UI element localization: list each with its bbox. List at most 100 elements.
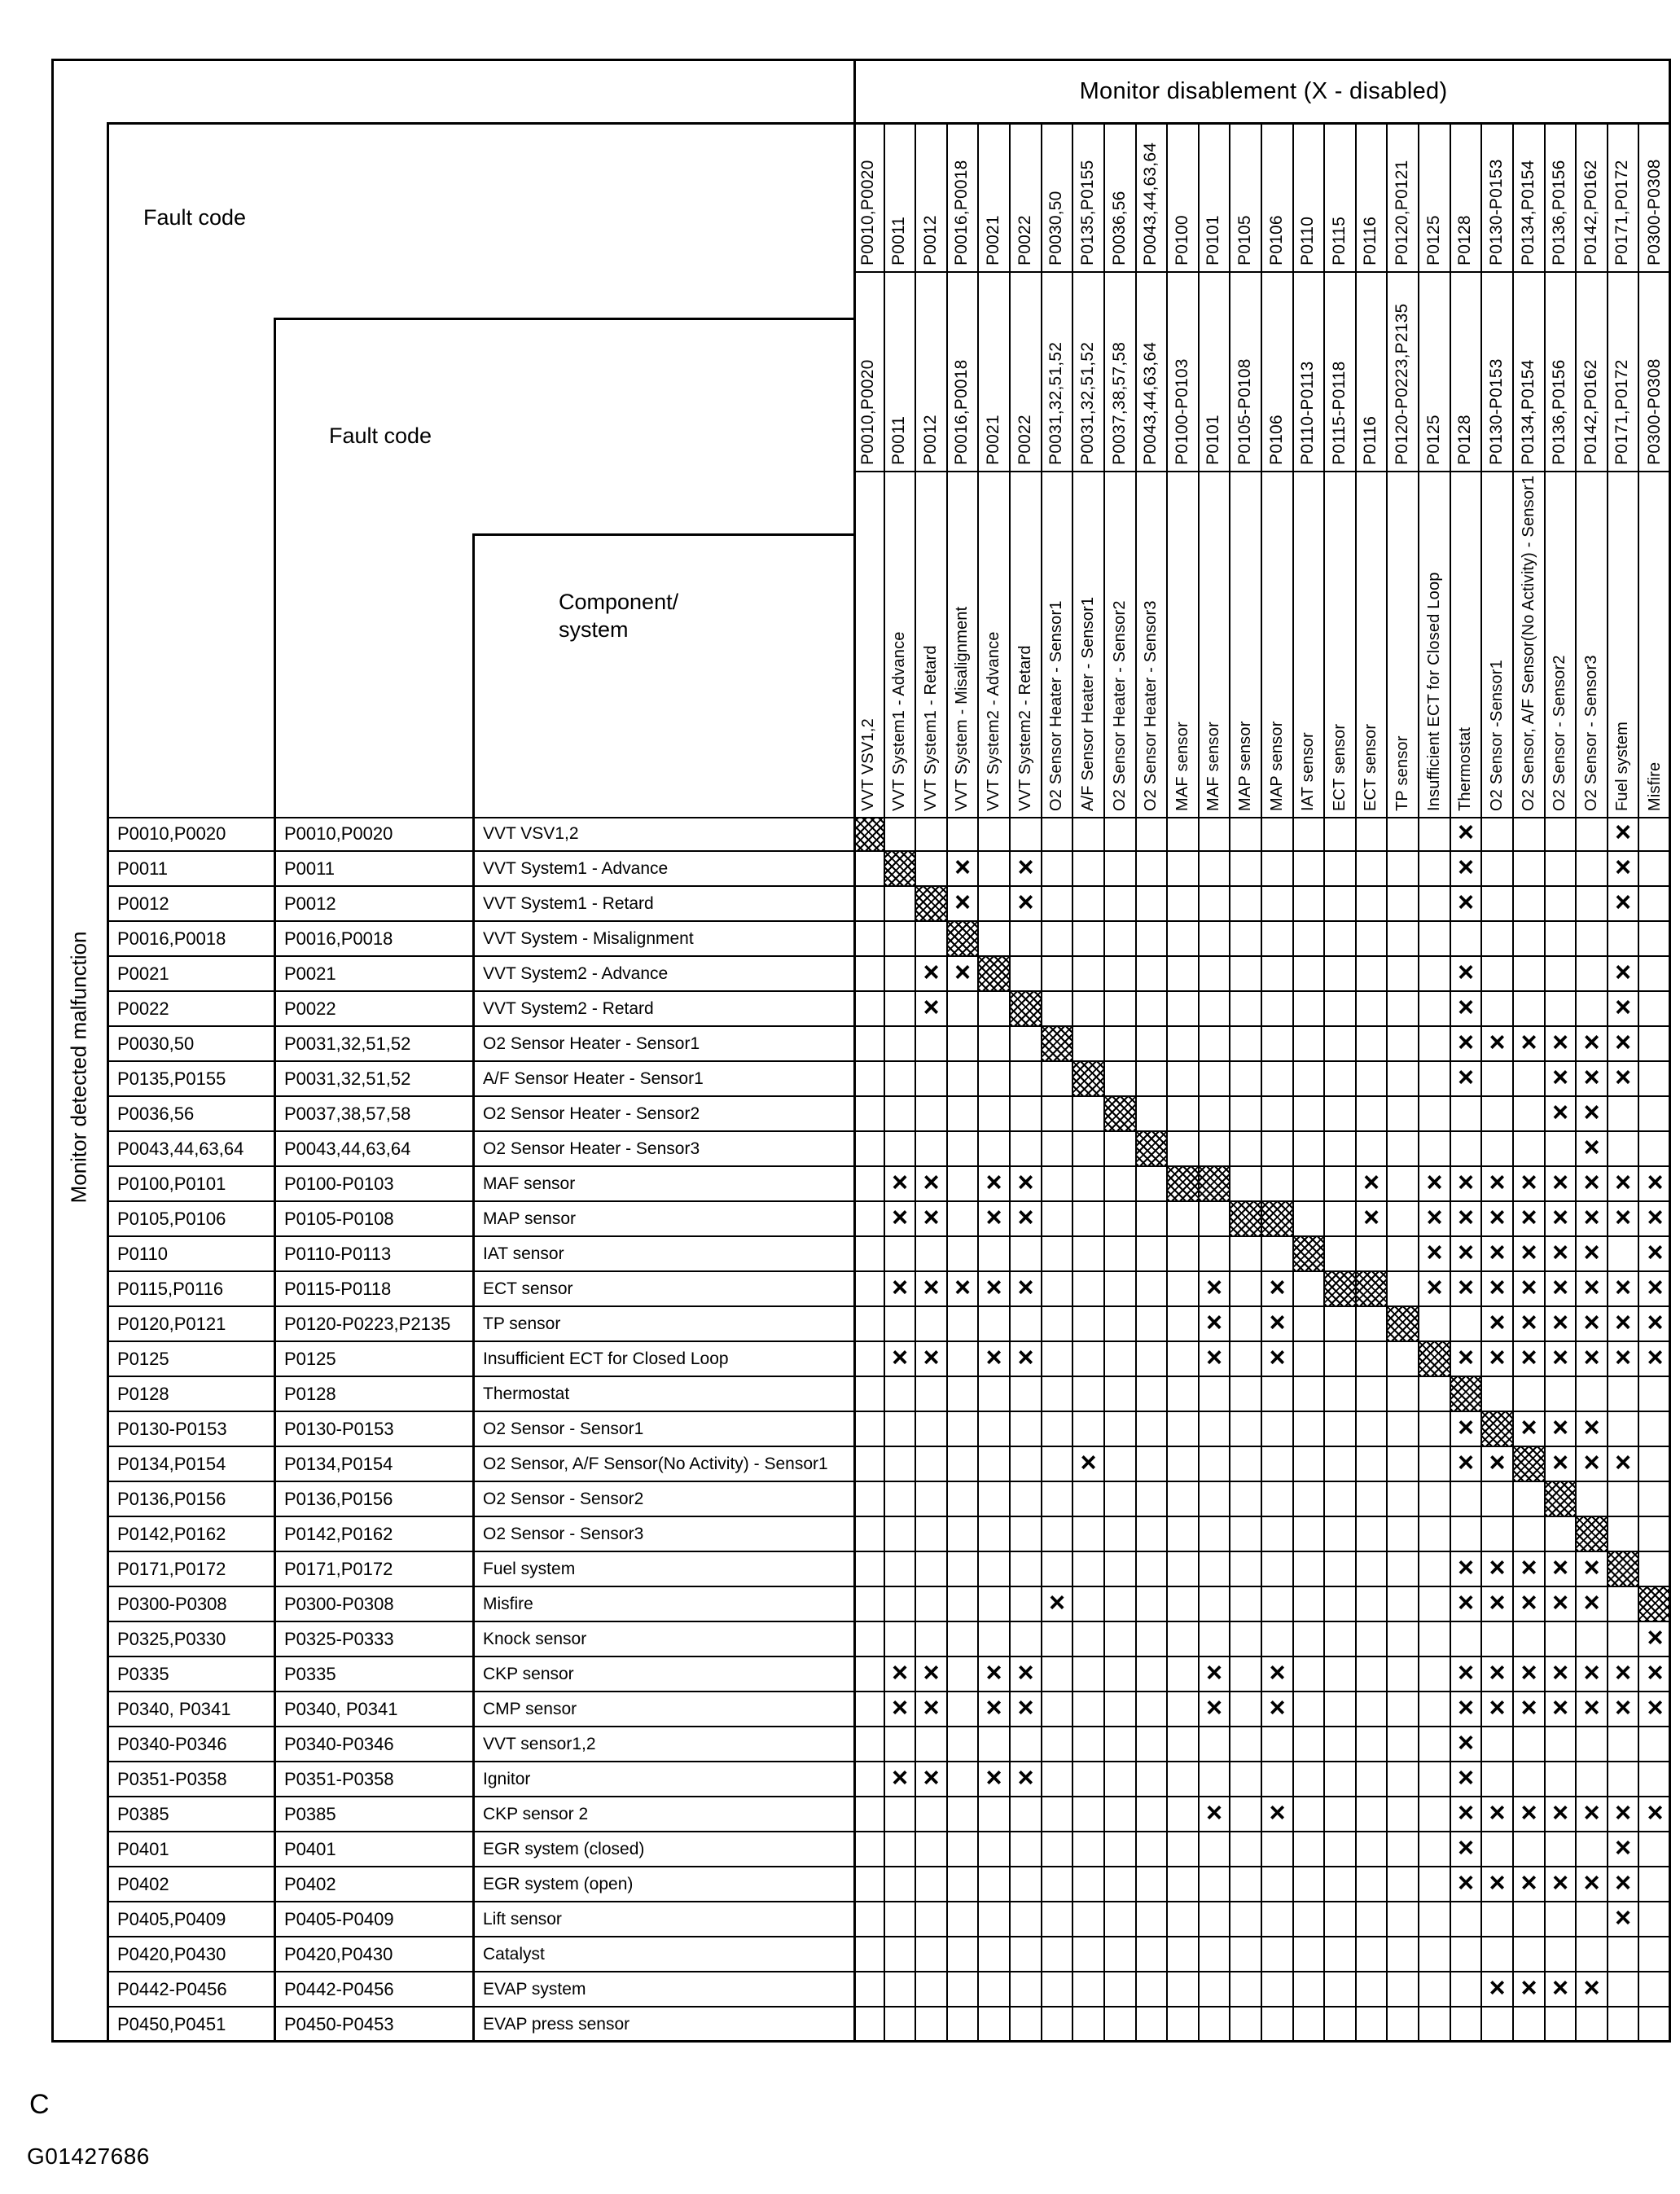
x-mark: × (1206, 1657, 1222, 1688)
table-row: P0115,P0116 P0115-P0118 ECT sensor × × × × × × × ×… (107, 1272, 1671, 1307)
header-cell: A/F Sensor Heater - Sensor1 (1073, 471, 1105, 817)
matrix-cell (1639, 1517, 1671, 1551)
component-cell: O2 Sensor - Sensor3 (483, 1524, 644, 1543)
x-mark: × (1363, 1202, 1380, 1233)
matrix-cell (916, 852, 948, 885)
matrix-cell (1230, 957, 1262, 990)
matrix-cell (916, 1902, 948, 1936)
matrix-cell (1388, 1097, 1419, 1130)
disabled-mark-cell: × (1482, 1657, 1514, 1691)
matrix-cell (948, 817, 979, 850)
component-cell: MAP sensor (483, 1209, 576, 1228)
x-mark: × (954, 887, 971, 918)
matrix-cell (1105, 1622, 1137, 1656)
disabled-mark-cell: × (1262, 1272, 1294, 1305)
table-row: P0401 P0401 EGR system (closed) × × (107, 1832, 1671, 1867)
header-cell: P0115 (1325, 122, 1357, 271)
matrix-cell (1230, 1097, 1262, 1130)
fault-code-cell: P0130-P0153 (117, 1418, 227, 1439)
table-row: P0016,P0018 P0016,P0018 VVT System - Misal… (107, 922, 1671, 957)
matrix-cell (1388, 1587, 1419, 1621)
matrix-cell (1388, 1447, 1419, 1481)
disabled-mark-cell: × (1608, 1447, 1639, 1481)
matrix-cell (1419, 1902, 1451, 1936)
matrix-cell (1388, 1902, 1419, 1936)
component-cell: EGR system (open) (483, 1874, 634, 1893)
matrix-cell (853, 922, 885, 955)
fault-code-cell: P0120,P0121 (117, 1313, 226, 1334)
matrix-cell (1230, 1027, 1262, 1060)
component-cell: Thermostat (483, 1384, 570, 1403)
fault-code-cell: P0125 (117, 1348, 169, 1369)
table-row: P0110 P0110-P0113 IAT sensor × × × × × × × (107, 1237, 1671, 1272)
matrix-cell (885, 1867, 916, 1901)
x-mark: × (1615, 1202, 1631, 1233)
matrix-cell (1325, 1237, 1357, 1270)
disabled-mark-cell: × (916, 1657, 948, 1691)
self-diagonal-cell (1639, 1587, 1671, 1621)
disabled-mark-cell: × (1419, 1272, 1451, 1305)
matrix-cell (1388, 1727, 1419, 1761)
matrix-cell (948, 1972, 979, 2006)
matrix-cell (1577, 1762, 1608, 1796)
matrix-cell (1073, 1762, 1105, 1796)
matrix-cell (1137, 1377, 1168, 1411)
matrix-cell (1011, 1727, 1042, 1761)
matrix-cell (1073, 1832, 1105, 1866)
matrix-cell (1168, 1307, 1200, 1341)
matrix-cell (1482, 1622, 1514, 1656)
component-cell: EVAP press sensor (483, 2014, 630, 2034)
matrix-cell (1514, 922, 1546, 955)
matrix-cell (948, 1867, 979, 1901)
matrix-cell (1325, 1342, 1357, 1376)
col-code: P0016,P0018 (952, 160, 971, 265)
x-mark: × (1206, 1342, 1222, 1373)
matrix-cell (1200, 1972, 1230, 2006)
matrix-cell (1137, 852, 1168, 885)
matrix-cell (1325, 1622, 1357, 1656)
component-cell: IAT sensor (483, 1244, 564, 1263)
x-mark: × (1458, 1272, 1474, 1303)
matrix-cell (1639, 1552, 1671, 1586)
matrix-cell (1230, 1342, 1262, 1376)
x-mark: × (1552, 1272, 1568, 1303)
disabled-mark-cell: × (1482, 1237, 1514, 1270)
matrix-cell (1608, 1482, 1639, 1516)
disabled-mark-cell: × (979, 1657, 1011, 1691)
matrix-cell (1230, 1902, 1262, 1936)
matrix-cell (1546, 1937, 1577, 1971)
matrix-cell (1608, 1412, 1639, 1446)
matrix-cell (1294, 852, 1325, 885)
header-cell: MAP sensor (1230, 471, 1262, 817)
self-diagonal-cell (916, 887, 948, 920)
matrix-cell (1105, 1377, 1137, 1411)
component-cell: Knock sensor (483, 1629, 587, 1648)
header-cell: P0300-P0308 (1639, 271, 1671, 471)
matrix-cell (1042, 957, 1073, 990)
x-mark: × (1615, 1342, 1631, 1373)
disabled-mark-cell: × (885, 1762, 916, 1796)
header-cell: O2 Sensor - Sensor3 (1577, 471, 1608, 817)
col-code: P0043,44,63,64 (1141, 142, 1160, 265)
x-mark: × (1489, 1307, 1506, 1338)
component-cell: VVT System1 - Advance (483, 858, 669, 878)
col-component: VVT System1 - Retard (921, 645, 940, 811)
disabled-mark-cell: × (885, 1202, 916, 1235)
matrix-cell (885, 1622, 916, 1656)
x-mark: × (1049, 1587, 1065, 1618)
matrix-cell (1639, 1097, 1671, 1130)
x-mark: × (923, 1167, 940, 1198)
disabled-mark-cell: × (1608, 852, 1639, 885)
x-mark: × (1583, 1797, 1600, 1828)
matrix-cell (853, 1937, 885, 1971)
matrix-cell (1325, 1657, 1357, 1691)
matrix-cell (1357, 1622, 1388, 1656)
table-row: P0136,P0156 P0136,P0156 O2 Sensor - Sensor… (107, 1482, 1671, 1517)
disabled-mark-cell: × (916, 1167, 948, 1200)
col-component: Thermostat (1456, 726, 1474, 811)
x-mark: × (1269, 1307, 1286, 1338)
matrix-cell (948, 1622, 979, 1656)
matrix-cell (1357, 1447, 1388, 1481)
disabled-mark-cell: × (1073, 1447, 1105, 1481)
